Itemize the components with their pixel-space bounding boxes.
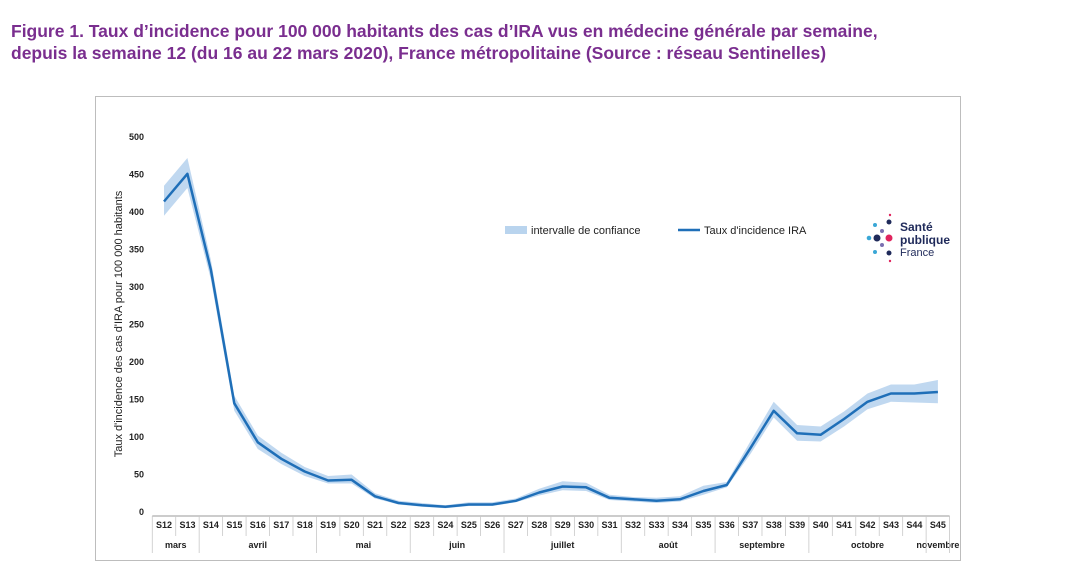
x-tick-label: S33 (648, 520, 664, 530)
x-tick-label: S38 (766, 520, 782, 530)
x-tick-label: S34 (672, 520, 688, 530)
x-tick-label: S26 (484, 520, 500, 530)
legend: intervalle de confiance Taux d'incidence… (505, 225, 807, 237)
month-label: juin (448, 540, 465, 550)
month-label: mars (165, 540, 187, 550)
y-tick-label: 450 (129, 170, 144, 180)
x-tick-label: S39 (789, 520, 805, 530)
incidence-line (163, 172, 938, 509)
y-tick-label: 200 (129, 357, 144, 367)
x-tick-label: S29 (555, 520, 571, 530)
x-tick-label: S24 (437, 520, 453, 530)
x-tick-label: S32 (625, 520, 641, 530)
axes: 0 50 100 150 200 250 300 350 400 450 500 (129, 132, 144, 517)
x-tick-label: S20 (344, 520, 360, 530)
x-tick-label: S17 (273, 520, 289, 530)
x-tick-label: S22 (390, 520, 406, 530)
x-tick-label: S25 (461, 520, 477, 530)
figure-title: Figure 1. Taux d’incidence pour 100 000 … (11, 20, 1071, 64)
x-tick-label: S18 (297, 520, 313, 530)
month-label: octobre (851, 540, 884, 550)
month-label: novembre (916, 540, 959, 550)
figure-title-line2: depuis la semaine 12 (du 16 au 22 mars 2… (11, 43, 827, 63)
month-label: avril (249, 540, 268, 550)
y-tick-label: 250 (129, 320, 144, 330)
x-tick-label: S31 (602, 520, 618, 530)
chart-frame (95, 96, 961, 561)
logo-dots-icon (866, 213, 893, 263)
month-label: mai (356, 540, 372, 550)
confidence-interval-band (164, 158, 938, 509)
logo-text-publique: publique (900, 233, 950, 247)
logo-text-france: France (900, 247, 934, 259)
x-tick-label: S23 (414, 520, 430, 530)
x-tick-label: S35 (695, 520, 711, 530)
legend-line-label: Taux d'incidence IRA (704, 225, 807, 237)
y-tick-label: 50 (134, 470, 144, 480)
y-tick-label: 150 (129, 395, 144, 405)
x-tick-label: S27 (508, 520, 524, 530)
logo-text-sante: Santé (900, 220, 933, 234)
legend-band-label: intervalle de confiance (531, 225, 640, 237)
month-label: juillet (550, 540, 575, 550)
legend-band-swatch (505, 226, 527, 234)
y-tick-label: 100 (129, 432, 144, 442)
y-tick-label: 350 (129, 245, 144, 255)
x-axis-ticks: S12 S13 S14 S15 S16 S17 S18 S19 S20 S21 S22 S23 S24 S… (151, 515, 959, 553)
x-tick-label: S14 (203, 520, 219, 530)
figure-title-line1: Figure 1. Taux d’incidence pour 100 000 … (11, 21, 878, 41)
x-tick-label: S28 (531, 520, 547, 530)
month-label: août (659, 540, 678, 550)
sante-publique-france-logo: Santé publique France (866, 213, 950, 263)
x-tick-label: S43 (883, 520, 899, 530)
y-tick-label: 300 (129, 282, 144, 292)
y-axis-label: Taux d'incidence des cas d'IRA pour 100 … (113, 190, 125, 457)
y-tick-label: 500 (129, 132, 144, 142)
y-tick-label: 400 (129, 207, 144, 217)
x-tick-label: S40 (813, 520, 829, 530)
x-tick-label: S41 (836, 520, 852, 530)
x-tick-label: S12 (156, 520, 172, 530)
x-tick-label: S44 (906, 520, 922, 530)
x-tick-label: S21 (367, 520, 383, 530)
x-tick-label: S36 (719, 520, 735, 530)
x-tick-label: S19 (320, 520, 336, 530)
x-tick-label: S15 (226, 520, 242, 530)
x-tick-label: S30 (578, 520, 594, 530)
month-label: septembre (739, 540, 785, 550)
x-tick-label: S16 (250, 520, 266, 530)
y-tick-label: 0 (139, 507, 144, 517)
x-tick-label: S45 (930, 520, 946, 530)
x-tick-label: S42 (859, 520, 875, 530)
x-tick-label: S13 (179, 520, 195, 530)
x-tick-label: S37 (742, 520, 758, 530)
